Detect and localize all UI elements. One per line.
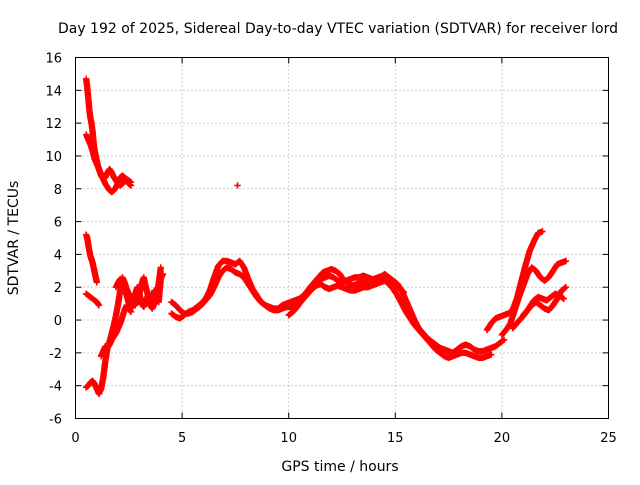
x-tick-label: 20: [494, 431, 511, 446]
data-points: [82, 75, 570, 398]
x-tick-label: 25: [600, 431, 617, 446]
series-rise-2: [498, 257, 570, 339]
series-arc-mid-2: [82, 290, 103, 309]
data-point: [402, 308, 413, 321]
data-point: [234, 182, 241, 189]
data-point: [93, 279, 101, 286]
y-tick-label: 10: [45, 150, 62, 165]
x-tick-label: 10: [280, 431, 297, 446]
y-axis-title: SDTVAR / TECUs: [6, 181, 22, 296]
data-point: [206, 285, 217, 299]
series-arc-high-2: [82, 131, 135, 196]
chart-title: Day 192 of 2025, Sidereal Day-to-day VTE…: [58, 21, 618, 37]
y-tick-label: 8: [54, 183, 62, 198]
x-tick-labels: 0 5 10 15 20 25: [71, 431, 616, 446]
data-point: [428, 341, 439, 352]
series-arc-low-3: [112, 270, 167, 312]
data-point: [424, 336, 434, 347]
data-point: [119, 280, 128, 291]
x-axis-title: GPS time / hours: [281, 459, 398, 475]
data-point: [168, 298, 178, 308]
data-point: [112, 301, 122, 319]
y-tick-label: 0: [54, 314, 62, 329]
y-tick-labels: -6 -4 -2 0 2 4 6 8 10 12 14 16: [45, 52, 62, 428]
data-point: [306, 280, 317, 291]
data-point: [95, 302, 103, 309]
data-point: [127, 300, 136, 312]
data-point: [562, 284, 570, 291]
data-point: [562, 257, 570, 265]
data-point: [400, 288, 408, 296]
y-tick-label: -2: [49, 347, 62, 362]
grid: [75, 57, 609, 419]
data-point: [157, 264, 164, 271]
y-tick-label: -6: [49, 413, 62, 428]
series-main-3: [285, 265, 408, 319]
series-isolated-point: [234, 182, 241, 189]
data-point: [500, 336, 508, 343]
data-point: [558, 284, 568, 294]
y-tick-label: 2: [54, 281, 62, 296]
axis-ticks: [75, 57, 609, 419]
y-tick-label: -4: [49, 380, 62, 395]
y-tick-label: 6: [54, 216, 62, 231]
data-point: [539, 228, 546, 235]
series-arc-high-1: [82, 75, 135, 189]
y-tick-label: 16: [45, 52, 62, 67]
data-point: [436, 349, 447, 359]
plot-frame: [75, 57, 609, 419]
data-point: [236, 257, 247, 270]
data-point: [82, 75, 91, 89]
data-point: [100, 359, 109, 381]
data-point: [520, 307, 530, 319]
series-rise-4: [520, 284, 570, 319]
data-point: [488, 351, 495, 358]
data-point: [159, 270, 167, 278]
x-tick-label: 15: [387, 431, 404, 446]
x-tick-label: 5: [178, 431, 186, 446]
y-tick-label: 14: [45, 84, 62, 99]
data-point: [274, 305, 285, 314]
y-tick-label: 4: [54, 248, 62, 263]
data-point: [298, 291, 309, 304]
y-tick-label: 12: [45, 117, 62, 132]
data-point: [534, 293, 545, 302]
series-arc-mid-1: [82, 231, 101, 286]
series-arc-low-1: [82, 302, 135, 398]
data-point: [114, 288, 124, 307]
data-point: [338, 284, 349, 292]
data-point: [560, 295, 567, 302]
data-point: [84, 83, 92, 101]
data-point: [127, 182, 135, 189]
data-point: [515, 283, 526, 301]
data-point: [210, 275, 222, 291]
data-point: [332, 267, 343, 277]
x-tick-label: 0: [71, 431, 79, 446]
